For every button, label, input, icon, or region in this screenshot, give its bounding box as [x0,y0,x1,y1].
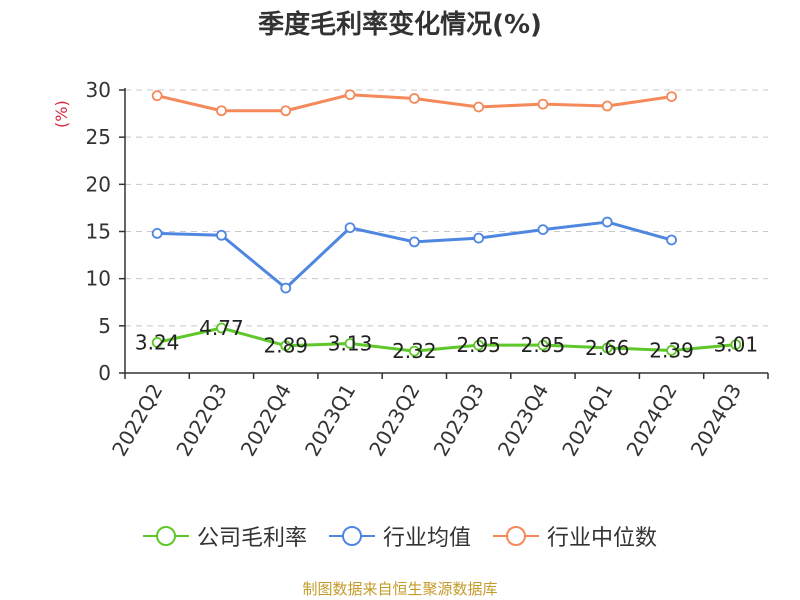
data-point [666,345,677,356]
legend-label-industry-mean: 行业均值 [382,526,471,551]
data-point [216,229,227,241]
data-point [601,100,613,112]
data-point [216,322,227,334]
legend: 公司毛利率 行业均值 行业中位数 [0,520,800,552]
data-point [473,101,485,113]
y-tick-label: 25 [86,125,111,149]
x-tick-label: 2023Q2 [364,380,424,461]
data-label: 2.39 [649,338,694,362]
legend-label-company: 公司毛利率 [196,526,307,551]
data-point [537,339,549,351]
data-label: 2.66 [585,336,630,360]
data-label: 3.13 [328,331,373,355]
data-point [537,98,549,110]
data-point [344,338,356,349]
data-point [666,234,677,246]
x-tick-label: 2022Q3 [171,380,231,461]
series-line [156,326,736,353]
data-point [730,339,742,351]
x-tick-label: 2024Q2 [621,380,681,461]
data-point [601,342,613,354]
data-point [408,236,420,248]
data-point [344,89,356,101]
data-point [151,337,163,348]
data-point [601,216,613,228]
data-label: 3.24 [135,330,180,354]
data-point [666,91,677,103]
y-tick-label: 30 [86,78,111,102]
legend-item-company[interactable]: 公司毛利率 [142,520,307,552]
x-tick-label: 2023Q1 [300,380,360,461]
data-point [280,105,292,117]
data-label: 2.95 [456,333,501,357]
y-tick-label: 10 [86,267,111,291]
data-point [151,227,163,239]
data-label: 2.32 [392,339,437,363]
data-point [473,232,485,244]
data-label: 4.77 [199,316,244,340]
data-label: 2.95 [521,333,566,357]
legend-marker-company [142,526,189,546]
y-tick-label: 0 [98,361,111,385]
data-point [344,222,356,234]
data-point [280,340,292,352]
x-tick-label: 2024Q3 [686,380,746,461]
data-point [280,282,292,294]
x-tick-label: 2023Q4 [493,380,553,461]
data-source-note: 制图数据来自恒生聚源数据库 [302,580,498,598]
chart-title: 季度毛利率变化情况(%) [258,10,542,40]
x-tick-label: 2024Q1 [557,380,617,461]
x-tick-label: 2022Q4 [236,380,296,461]
data-point [151,90,163,102]
legend-item-industry-median[interactable]: 行业中位数 [493,520,657,552]
data-point [473,339,485,351]
data-label: 2.89 [263,334,308,358]
legend-marker-industry-mean [328,526,375,546]
y-tick-label: 15 [86,220,111,244]
data-point [537,224,549,236]
legend-label-industry-median: 行业中位数 [547,526,658,551]
legend-item-industry-mean[interactable]: 行业均值 [328,520,471,552]
y-tick-label: 20 [86,172,111,196]
y-tick-label: 5 [98,314,111,338]
data-point [408,345,420,357]
data-point [216,105,227,117]
data-label: 3.01 [714,333,759,357]
x-tick-label: 2023Q3 [429,380,489,461]
data-point [408,93,420,104]
legend-marker-industry-median [493,526,539,546]
x-tick-label: 2022Q2 [107,380,167,461]
